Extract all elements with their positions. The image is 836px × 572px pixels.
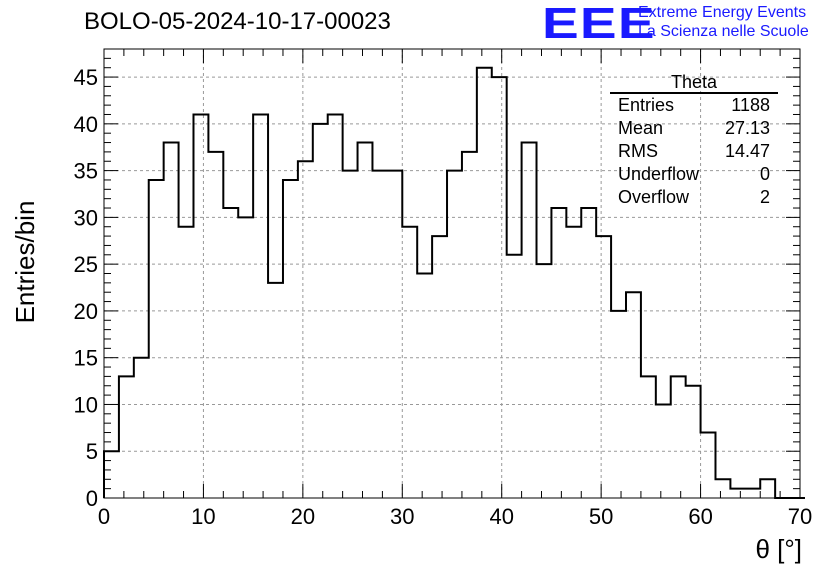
y-tick-label: 0 xyxy=(86,486,98,511)
stats-label: Entries xyxy=(618,95,675,115)
logo-caption-line2: La Scienza nelle Scuole xyxy=(638,23,809,40)
y-tick-label: 35 xyxy=(74,159,98,184)
y-tick-label: 25 xyxy=(74,252,98,277)
stats-value: 14.47 xyxy=(724,141,770,161)
y-tick-label: 5 xyxy=(86,439,98,464)
histogram-series xyxy=(103,66,805,499)
x-tick-label: 0 xyxy=(98,504,110,529)
y-tick-label: 15 xyxy=(74,346,98,371)
x-axis-label: θ [°] xyxy=(755,534,802,564)
stats-row-underflow: Underflow 0 xyxy=(610,163,778,186)
logo-caption-line1: Extreme Energy Events xyxy=(638,4,807,21)
y-tick-label: 10 xyxy=(74,392,98,417)
stats-label: Mean xyxy=(618,118,664,138)
y-tick-label: 20 xyxy=(74,299,98,324)
plot-frame xyxy=(103,48,801,499)
y-tick-label: 40 xyxy=(74,112,98,137)
stats-label: RMS xyxy=(618,141,658,161)
x-tick-label: 30 xyxy=(390,504,414,529)
stats-value: 0 xyxy=(759,164,770,184)
stats-row-entries: Entries 1188 xyxy=(610,94,778,117)
y-tick-label: 45 xyxy=(74,65,98,90)
x-tick-label: 10 xyxy=(191,504,215,529)
eee-logo: EEE xyxy=(542,0,656,48)
stats-row-overflow: Overflow 2 xyxy=(610,186,778,209)
chart-title: BOLO-05-2024-10-17-00023 xyxy=(84,8,391,35)
y-tick-label: 30 xyxy=(74,205,98,230)
x-tick-label: 70 xyxy=(788,504,812,529)
stats-box: Theta Entries 1188 Mean 27.13 RMS 14.47 … xyxy=(610,72,778,209)
logo-caption: Extreme Energy Events La Scienza nelle S… xyxy=(638,3,809,41)
y-axis-label: Entries/bin xyxy=(10,200,40,324)
x-tick-label: 40 xyxy=(489,504,513,529)
stats-label: Underflow xyxy=(618,164,700,184)
grid-lines xyxy=(104,49,800,498)
x-tick-label: 60 xyxy=(688,504,712,529)
stats-value: 1188 xyxy=(731,95,770,115)
x-tick-label: 20 xyxy=(291,504,315,529)
stats-value: 2 xyxy=(759,187,770,207)
stats-title: Theta xyxy=(610,72,778,94)
stats-row-rms: RMS 14.47 xyxy=(610,140,778,163)
x-tick-label: 50 xyxy=(589,504,613,529)
stats-value: 27.13 xyxy=(724,118,770,138)
stats-row-mean: Mean 27.13 xyxy=(610,117,778,140)
stats-label: Overflow xyxy=(618,187,690,207)
